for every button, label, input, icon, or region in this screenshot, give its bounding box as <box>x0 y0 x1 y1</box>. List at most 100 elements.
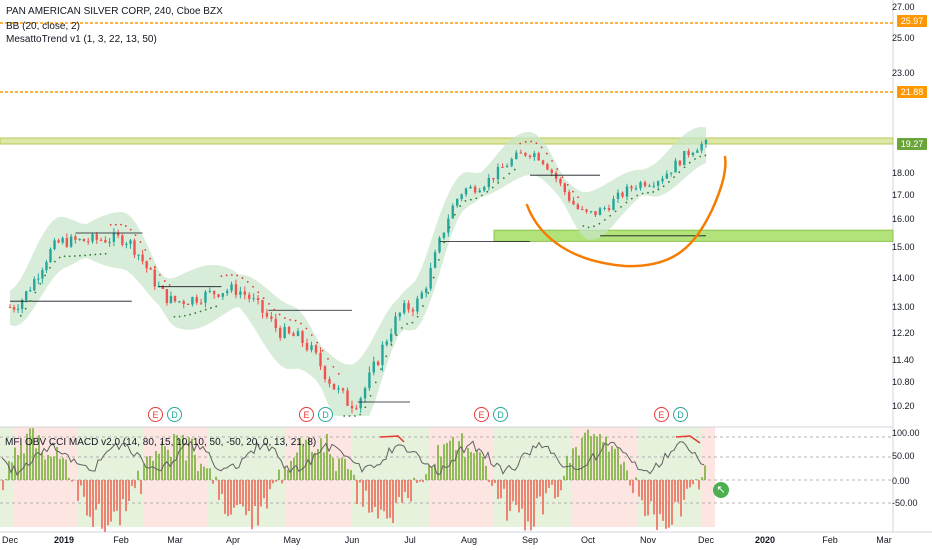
histogram-bar <box>560 480 562 491</box>
earnings-marker[interactable]: E <box>654 407 669 422</box>
histogram-bar <box>272 480 274 484</box>
histogram-bar <box>485 465 487 480</box>
trend-stop-dot <box>300 322 302 325</box>
histogram-bar <box>614 448 616 480</box>
dividend-marker[interactable]: D <box>167 407 182 422</box>
candle-body <box>524 152 527 156</box>
indicator-legend[interactable]: MFI OBV CCI MACD v2.0 (14, 80, 15, 10, 1… <box>5 437 317 448</box>
dividend-marker[interactable]: D <box>318 407 333 422</box>
histogram-bar <box>374 480 376 507</box>
trend-stop-dot <box>448 226 451 229</box>
dividend-marker[interactable]: D <box>673 407 688 422</box>
mesatto-legend[interactable]: MesattoTrend v1 (1, 3, 22, 13, 50) <box>6 34 157 45</box>
trend-stop-dot <box>120 223 122 226</box>
symbol-legend[interactable]: PAN AMERICAN SILVER CORP, 240, Cboe BZX <box>6 6 223 17</box>
indicator-bg-band <box>481 427 494 527</box>
time-tick: Oct <box>580 535 596 545</box>
candle-body <box>407 303 410 310</box>
indicator-bg-band <box>390 427 403 527</box>
candle-body <box>87 241 90 243</box>
candle-body <box>621 192 624 197</box>
candle-body <box>112 232 116 242</box>
histogram-bar <box>515 480 517 505</box>
earnings-marker[interactable]: E <box>148 407 163 422</box>
time-tick: Jun <box>344 535 360 545</box>
histogram-bar <box>191 438 193 480</box>
candle-body <box>104 240 107 243</box>
histogram-bar <box>593 434 595 480</box>
trend-stop-dot <box>236 274 239 277</box>
trend-stop-dot <box>667 181 670 183</box>
price-tick: 17.00 <box>892 190 915 200</box>
go-to-realtime-icon[interactable]: ↖ <box>713 482 729 498</box>
candle-body <box>37 278 40 280</box>
indicator-bg-band <box>65 427 78 527</box>
histogram-bar <box>230 480 232 515</box>
earnings-marker[interactable]: E <box>474 407 489 422</box>
histogram-bar <box>467 447 469 480</box>
histogram-bar <box>203 466 205 480</box>
indicator-tick: 100.00 <box>892 428 920 438</box>
candle-body <box>226 290 229 294</box>
histogram-bar <box>548 480 550 488</box>
histogram-bar <box>155 450 157 480</box>
candle-body <box>546 164 549 170</box>
histogram-bar <box>551 480 553 485</box>
price-tick: 23.00 <box>892 68 915 78</box>
histogram-bar <box>320 438 322 480</box>
indicator-bg-band <box>403 427 416 527</box>
histogram-bar <box>236 480 238 506</box>
histogram-bar <box>617 447 619 480</box>
bb-legend[interactable]: BB (20, close, 2) <box>6 21 80 32</box>
dividend-marker[interactable]: D <box>493 407 508 422</box>
candle-body <box>8 307 12 308</box>
histogram-bar <box>446 442 448 480</box>
trend-stop-dot <box>593 225 595 228</box>
histogram-bar <box>287 469 289 480</box>
price-tag-mid: 21.88 <box>897 86 927 98</box>
indicator-bg-band <box>689 427 702 527</box>
histogram-bar <box>125 480 127 512</box>
trend-stop-dot <box>183 314 186 317</box>
price-tag-upper: 25.97 <box>897 15 927 27</box>
histogram-bar <box>167 449 169 480</box>
indicator-bg-band <box>351 427 364 527</box>
histogram-bar <box>233 480 235 508</box>
indicator-tick: -50.00 <box>892 498 918 508</box>
candle-body <box>607 208 611 210</box>
candle-body <box>33 279 36 291</box>
trend-stop-dot <box>134 234 137 237</box>
trend-stop-dot <box>688 161 691 164</box>
histogram-bar <box>53 456 55 480</box>
trend-stop-dot <box>704 154 707 157</box>
candle-body <box>456 198 459 206</box>
histogram-bar <box>482 456 484 480</box>
histogram-bar <box>215 476 217 480</box>
candle-body <box>683 150 686 166</box>
histogram-bar <box>698 480 700 490</box>
histogram-bar <box>323 452 325 480</box>
histogram-bar <box>377 480 379 519</box>
indicator-bg-band <box>637 427 650 527</box>
histogram-bar <box>104 480 106 532</box>
histogram-bar <box>383 480 385 512</box>
histogram-bar <box>683 480 685 500</box>
histogram-bar <box>209 468 211 480</box>
trend-stop-dot <box>530 140 533 143</box>
candle-body <box>314 345 318 353</box>
trend-stop-dot <box>58 256 61 259</box>
trend-stop-dot <box>598 222 601 225</box>
candle-body <box>510 158 513 166</box>
candle-body <box>442 232 446 238</box>
trend-stop-dot <box>566 183 569 186</box>
earnings-marker[interactable]: E <box>299 407 314 422</box>
histogram-bar <box>440 456 442 480</box>
candle-body <box>447 218 450 233</box>
time-tick: Jul <box>404 535 416 545</box>
time-tick: Dec <box>697 535 715 545</box>
candle-body <box>161 285 165 290</box>
trend-stop-dot <box>354 415 356 417</box>
indicator-bg-band <box>13 427 26 527</box>
